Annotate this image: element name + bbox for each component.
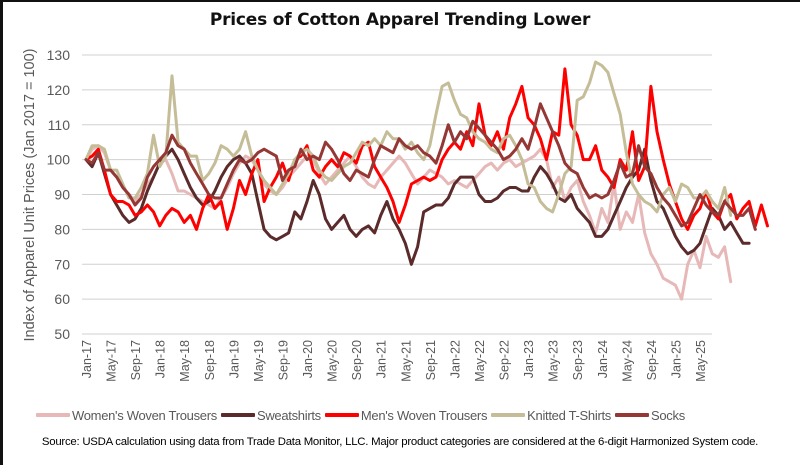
y-axis-ticks: 50 60 70 80 90 100 110 120 130	[47, 47, 71, 342]
legend-swatch	[220, 413, 255, 417]
y-tick-label: 120	[47, 82, 71, 98]
x-tick-label: Sep-20	[350, 340, 364, 380]
x-tick-label: May-20	[326, 340, 340, 382]
chart-title: Prices of Cotton Apparel Trending Lower	[209, 10, 591, 30]
y-tick-label: 90	[54, 187, 70, 203]
x-tick-label: Jan-19	[227, 340, 241, 378]
x-tick-label: Jan-24	[596, 340, 610, 378]
legend-label: Men's Woven Trousers	[360, 407, 488, 423]
x-tick-label: Jan-25	[669, 340, 683, 378]
x-tick-label: May-17	[105, 340, 119, 382]
legend-label: Women's Woven Trousers	[72, 407, 217, 423]
x-tick-label: May-22	[473, 340, 487, 382]
legend-item-womens-woven-trousers[interactable]: Women's Woven Trousers	[36, 408, 217, 423]
x-tick-label: May-18	[178, 340, 192, 382]
x-tick-label: Jan-18	[154, 340, 168, 378]
legend-swatch	[324, 413, 359, 417]
x-tick-label: May-19	[252, 340, 266, 382]
source-note: Source: USDA calculation using data from…	[41, 436, 759, 448]
legend-swatch	[491, 413, 526, 417]
legend-label: Socks	[651, 407, 685, 423]
series-line-men-s-woven-trousers	[84, 67, 769, 231]
series-line-socks	[84, 102, 757, 231]
y-tick-label: 70	[54, 256, 70, 272]
x-tick-label: Sep-19	[276, 340, 290, 380]
line-chart: 50 60 70 80 90 100 110 120 130 Jan-17 May-17 Sep-1…	[22, 47, 769, 382]
x-tick-label: May-24	[620, 340, 634, 382]
frame-border-top	[0, 0, 800, 2]
x-tick-label: Jan-21	[375, 340, 389, 378]
y-tick-label: 110	[48, 117, 71, 133]
x-axis-ticks: Jan-17 May-17 Sep-17 Jan-18 May-18 Sep-18 Jan-…	[80, 340, 708, 382]
y-tick-label: 100	[47, 152, 71, 168]
x-tick-label: Jan-17	[80, 340, 94, 378]
legend-swatch	[36, 413, 70, 417]
legend-item-mens-woven-trousers[interactable]: Men's Woven Trousers	[324, 407, 488, 423]
x-tick-label: Jan-23	[522, 340, 536, 378]
y-tick-label: 60	[54, 291, 70, 307]
x-tick-label: Sep-21	[424, 340, 438, 380]
legend-label: Knitted T-Shirts	[527, 407, 611, 423]
x-tick-label: May-25	[694, 340, 708, 382]
x-tick-label: Sep-24	[645, 340, 659, 380]
x-tick-label: Jan-20	[301, 340, 315, 378]
x-tick-label: May-23	[547, 340, 561, 382]
x-tick-label: Sep-23	[571, 340, 585, 380]
series-line-knitted-t-shirts	[84, 60, 733, 217]
legend-item-sweatshirts[interactable]: Sweatshirts	[220, 407, 321, 423]
legend-swatch	[615, 413, 649, 417]
x-tick-label: Sep-22	[498, 340, 512, 380]
legend-item-socks[interactable]: Socks	[615, 408, 685, 423]
legend-label: Sweatshirts	[256, 407, 321, 423]
series-line-women-s-woven-trousers	[84, 144, 733, 301]
y-axis-label: Index of Apparel Unit Prices (Jan 2017 =…	[22, 49, 38, 342]
legend: Women's Woven Trousers Sweatshirts Men's…	[36, 405, 776, 425]
x-tick-label: May-21	[399, 340, 413, 382]
x-tick-label: Jan-22	[448, 340, 462, 378]
legend-item-knitted-t-shirts[interactable]: Knitted T-Shirts	[491, 408, 611, 423]
y-tick-label: 80	[54, 221, 70, 237]
x-tick-label: Sep-17	[129, 340, 143, 380]
frame-border-left	[0, 0, 3, 465]
gridlines	[82, 54, 712, 335]
y-tick-label: 50	[54, 326, 70, 342]
series-lines	[84, 60, 769, 301]
y-tick-label: 130	[47, 47, 71, 63]
x-tick-label: Sep-18	[203, 340, 217, 380]
